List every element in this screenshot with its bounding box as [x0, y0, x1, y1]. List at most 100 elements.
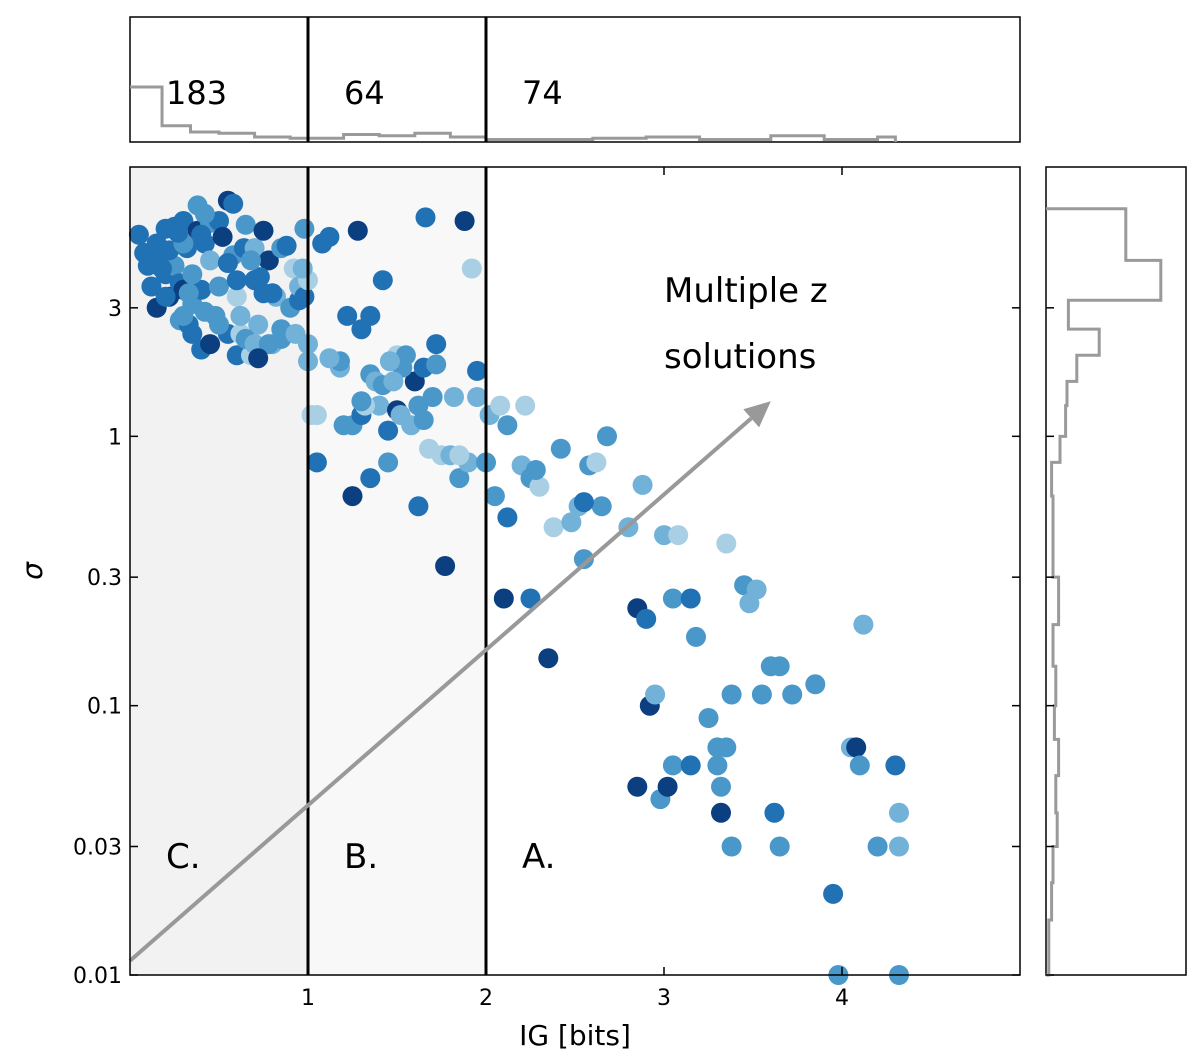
y-axis-label: σ [16, 561, 49, 580]
data-point [249, 267, 270, 288]
data-point [680, 755, 701, 776]
data-point [823, 883, 844, 904]
data-point [657, 776, 678, 797]
data-point [248, 314, 269, 335]
data-point [360, 305, 381, 326]
region-b-label: B. [344, 837, 378, 877]
data-point [276, 235, 297, 256]
data-point [258, 250, 279, 271]
annotation-line-1: Multiple z [664, 271, 828, 311]
data-point [889, 802, 909, 823]
data-point [668, 525, 689, 546]
data-point [319, 348, 340, 369]
top-histogram-frame [129, 16, 1021, 143]
data-point [867, 836, 888, 857]
y-tick-label: 0.1 [87, 695, 122, 720]
count-region-a: 74 [522, 74, 563, 112]
data-point [636, 608, 657, 629]
data-point [155, 286, 176, 307]
data-point [449, 468, 470, 489]
data-point [360, 468, 381, 489]
data-point [711, 802, 731, 823]
data-point [191, 224, 212, 245]
data-point [226, 286, 247, 307]
data-point [520, 588, 541, 609]
data-point [435, 556, 456, 576]
data-point [769, 656, 790, 677]
count-region-b: 64 [344, 74, 385, 112]
x-tick-label: 1 [301, 986, 315, 1011]
count-region-c: 183 [166, 74, 227, 112]
region-a-label: A. [522, 837, 555, 877]
data-point [194, 301, 215, 322]
data-point [248, 348, 269, 369]
right-histogram-frame [1045, 166, 1187, 976]
annotation-line-2: solutions [664, 337, 816, 377]
data-point [168, 222, 189, 243]
data-point [529, 476, 550, 497]
data-point [711, 776, 731, 797]
data-point [497, 507, 518, 528]
data-point [285, 323, 306, 344]
data-point [591, 496, 612, 517]
data-point [467, 387, 488, 407]
data-point [200, 334, 221, 355]
data-point [258, 334, 279, 355]
data-point [586, 452, 607, 473]
data-point [449, 445, 470, 466]
data-point [573, 549, 594, 570]
annotation-arrow-head [743, 401, 771, 428]
data-point [408, 496, 429, 517]
data-point [173, 305, 194, 326]
data-point [597, 426, 617, 447]
data-point [515, 395, 536, 416]
data-point [319, 226, 340, 247]
data-point [212, 226, 233, 247]
data-point [209, 276, 229, 297]
data-point [182, 323, 203, 344]
data-point [178, 283, 199, 304]
y-tick-label: 0.01 [73, 964, 122, 989]
data-point [294, 286, 315, 307]
data-point [707, 755, 728, 776]
data-point [885, 755, 906, 776]
data-point [182, 264, 203, 285]
data-point [253, 220, 274, 241]
data-point [306, 405, 327, 425]
data-point [369, 395, 390, 416]
y-axis-ticks: 0.01 0.03 0.1 0.3 1 3 [73, 297, 1020, 989]
data-point [561, 512, 582, 533]
data-point [378, 420, 399, 441]
data-point [698, 708, 719, 728]
x-tick-label: 3 [657, 986, 671, 1011]
data-point [226, 270, 247, 291]
data-point [378, 452, 399, 473]
data-point [230, 305, 251, 326]
right-histogram-ticks [1046, 307, 1054, 976]
data-point [128, 224, 149, 245]
data-point [550, 438, 571, 459]
top-histogram-panel: 183 64 74 [129, 16, 1021, 143]
data-points [128, 190, 909, 985]
data-point [194, 203, 215, 224]
data-point [209, 314, 229, 335]
data-point [235, 214, 256, 235]
data-point [415, 207, 436, 228]
data-point [413, 410, 434, 430]
data-point [853, 614, 874, 635]
data-point [746, 579, 767, 600]
data-point [351, 391, 372, 412]
data-point [379, 351, 400, 372]
data-point [716, 737, 737, 758]
data-point [294, 218, 315, 239]
data-point [490, 395, 511, 416]
x-tick-label: 2 [479, 986, 493, 1011]
data-point [292, 258, 313, 279]
data-point [769, 836, 790, 857]
data-point [467, 360, 488, 381]
y-tick-label: 1 [108, 425, 122, 450]
x-tick-label: 4 [835, 986, 849, 1011]
data-point [525, 460, 546, 480]
data-point [146, 240, 167, 261]
